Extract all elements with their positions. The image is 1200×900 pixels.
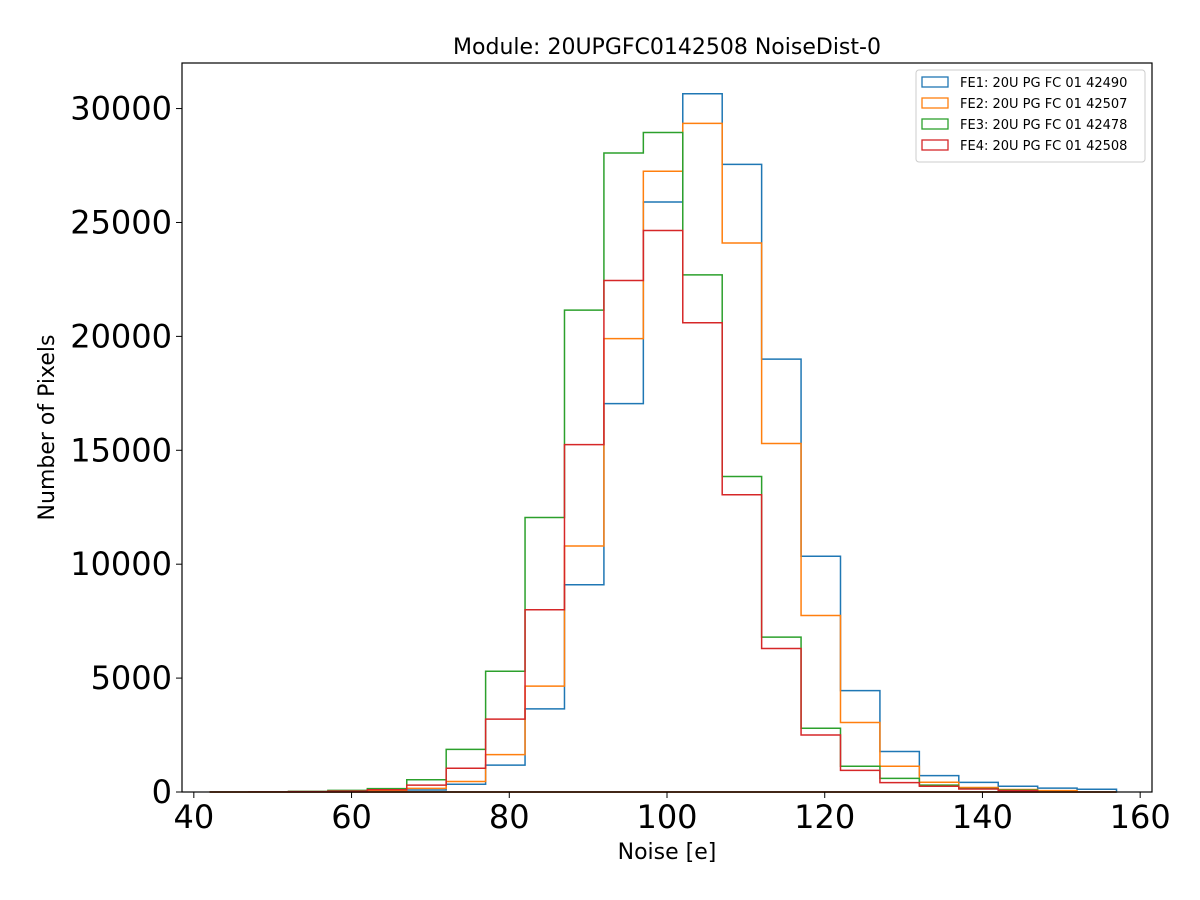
legend-label-fe2: FE2: 20U PG FC 01 42507 [960, 97, 1127, 112]
x-tick-label: 40 [173, 798, 214, 836]
legend-box [915, 69, 1146, 163]
y-axis-label: Number of Pixels [35, 335, 60, 521]
chart-title: Module: 20UPGFC0142508 NoiseDist-0 [453, 35, 881, 60]
y-axis: 0 5000 10000 15000 20000 25000 30000 [70, 90, 182, 811]
plot-area [209, 93, 1118, 793]
histogram-series-fe1 [209, 93, 1118, 793]
x-axis-label: Noise [e] [618, 840, 717, 865]
histogram-series-fe4 [209, 229, 1117, 793]
x-tick-label: 100 [636, 798, 697, 836]
x-tick-label: 160 [1110, 798, 1171, 836]
legend-swatch-fe4 [921, 139, 949, 151]
legend-swatch-fe1 [921, 76, 949, 88]
legend-label-fe1: FE1: 20U PG FC 01 42490 [960, 76, 1127, 91]
plot-frame [181, 62, 1153, 793]
y-tick-label: 20000 [70, 317, 172, 355]
y-tick-label: 30000 [70, 90, 172, 128]
x-tick-label: 60 [331, 798, 372, 836]
y-tick-label: 0 [152, 773, 172, 811]
legend: FE1: 20U PG FC 01 42490 FE2: 20U PG FC 01… [915, 69, 1146, 163]
y-tick-label: 15000 [70, 431, 172, 469]
y-tick-label: 25000 [70, 203, 172, 241]
y-tick-label: 10000 [70, 545, 172, 583]
histogram-series-fe3 [209, 131, 1117, 793]
legend-label-fe4: FE4: 20U PG FC 01 42508 [960, 139, 1127, 154]
x-tick-label: 120 [794, 798, 855, 836]
y-tick-label: 5000 [91, 659, 172, 697]
x-tick-label: 80 [489, 798, 530, 836]
x-tick-label: 140 [952, 798, 1013, 836]
legend-swatch-fe2 [921, 97, 949, 109]
legend-label-fe3: FE3: 20U PG FC 01 42478 [960, 118, 1127, 133]
x-axis: 40 60 80 100 120 140 160 [173, 792, 1171, 836]
histogram-series-fe2 [209, 122, 1117, 793]
legend-swatch-fe3 [921, 118, 949, 130]
